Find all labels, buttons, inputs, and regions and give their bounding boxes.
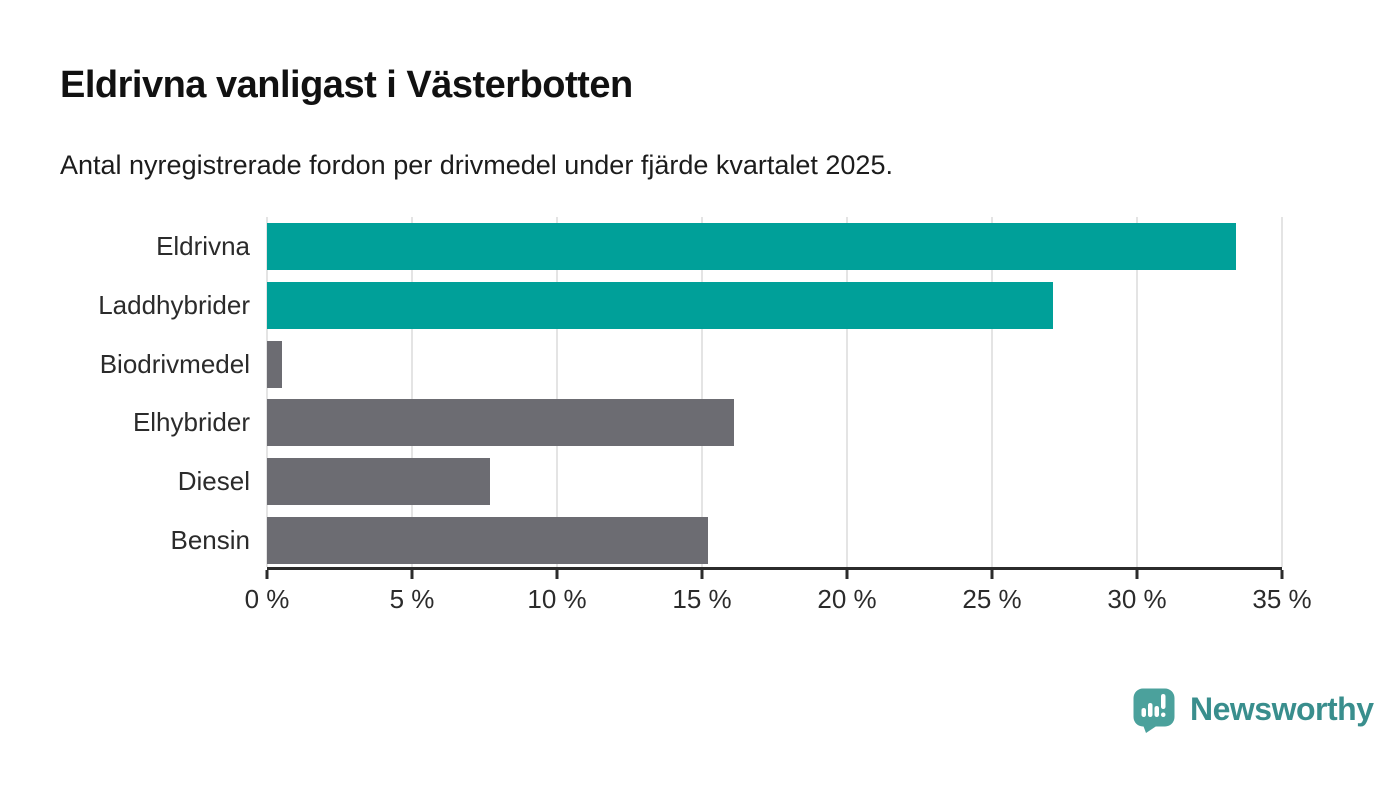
gridline [1136, 217, 1138, 567]
x-axis-tick [1135, 570, 1139, 579]
newsworthy-logo-icon [1133, 688, 1175, 733]
brand-name: Newsworthy [1190, 691, 1374, 727]
bar-eldrivna [267, 222, 1236, 270]
x-axis-tick-label: 10 % [527, 584, 587, 614]
gridline [556, 217, 558, 567]
brand-footer: Newsworthy [1132, 687, 1374, 733]
category-label: Laddhybrider [98, 289, 250, 320]
x-axis-tick [990, 570, 994, 579]
bar-diesel [267, 458, 491, 506]
x-axis-tick-label: 35 % [1252, 584, 1312, 614]
bar-bensin [267, 517, 708, 565]
bar-laddhybrider [267, 281, 1053, 329]
x-axis-tick [1280, 570, 1284, 579]
x-axis-tick-label: 0 % [244, 584, 290, 614]
chart-title: Eldrivna vanligast i Västerbotten [60, 64, 633, 106]
category-label: Elhybrider [132, 407, 250, 438]
category-label: Diesel [177, 466, 250, 497]
x-axis-tick-label: 5 % [389, 584, 435, 614]
category-label: Bensin [170, 525, 251, 556]
gridline [701, 217, 703, 567]
gridline [846, 217, 848, 567]
bar-biodrivmedel [267, 340, 282, 388]
bar-elhybrider [267, 399, 734, 447]
x-axis-tick-label: 15 % [672, 584, 732, 614]
category-label: Biodrivmedel [99, 348, 250, 379]
category-axis: Eldrivna Laddhybrider Biodrivmedel Elhybrid… [0, 217, 250, 570]
chart-subtitle: Antal nyregistrerade fordon per drivmede… [60, 150, 893, 180]
x-axis-tick [700, 570, 704, 579]
gridline [1281, 217, 1283, 567]
x-axis-tick-label: 20 % [817, 584, 877, 614]
x-axis-tick [845, 570, 849, 579]
x-axis-tick [555, 570, 559, 579]
gridline [411, 217, 413, 567]
gridline [266, 217, 268, 567]
x-axis-tick-label: 30 % [1107, 584, 1167, 614]
x-axis-tick [265, 570, 269, 579]
x-axis-tick [410, 570, 414, 579]
plot-area [266, 217, 1283, 570]
value-axis: 0 % 5 % 10 % 15 % 20 % 25 % 30 % 35 % [245, 570, 1312, 630]
x-axis-tick-label: 25 % [962, 584, 1022, 614]
gridline [991, 217, 993, 567]
category-label: Eldrivna [156, 230, 250, 261]
